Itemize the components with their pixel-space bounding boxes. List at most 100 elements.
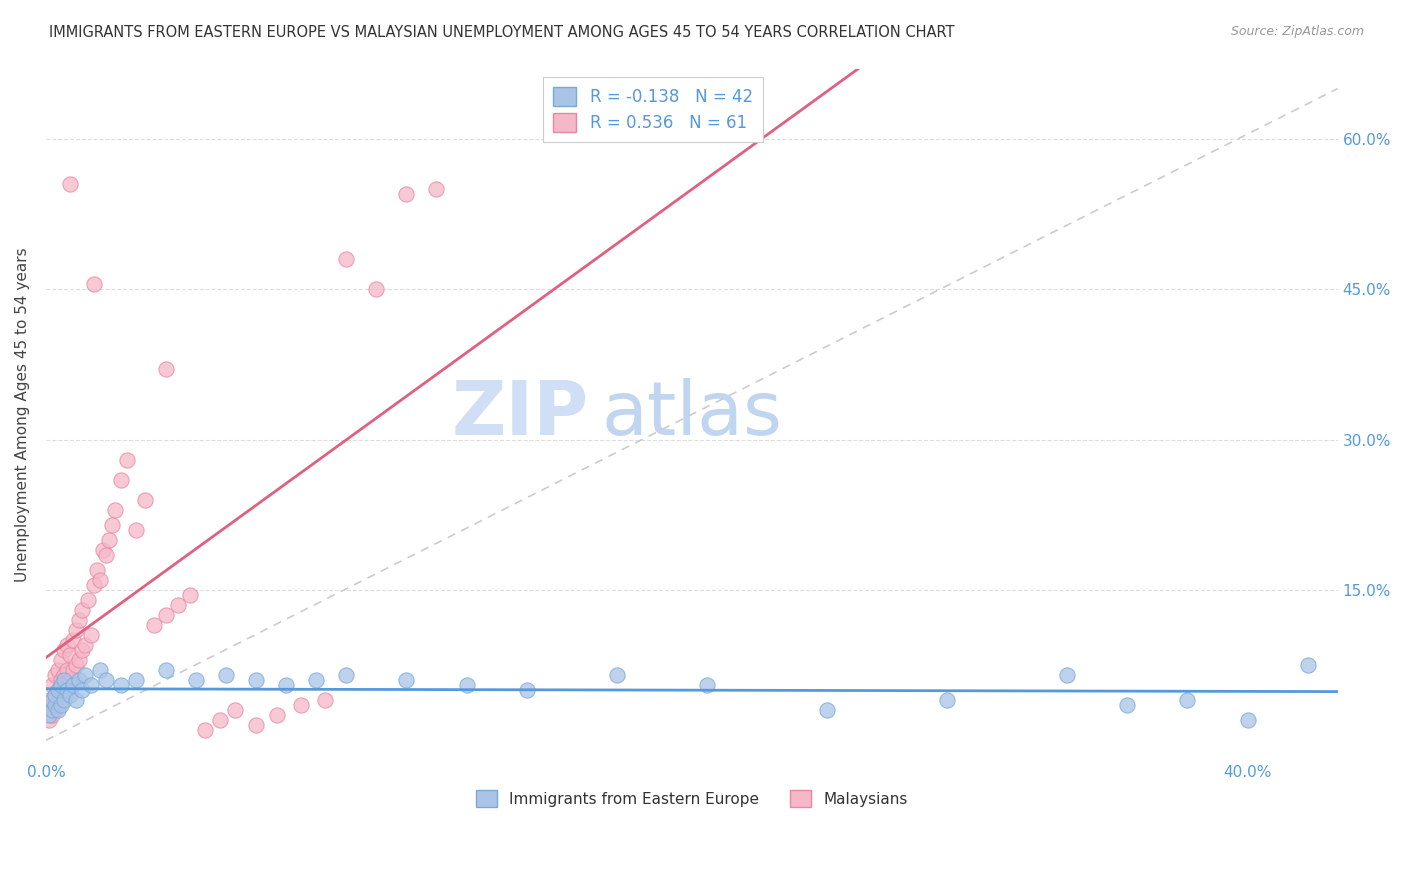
Point bbox=[73, 668, 96, 682]
Point bbox=[49, 678, 72, 692]
Point bbox=[70, 683, 93, 698]
Point bbox=[1116, 698, 1139, 713]
Point bbox=[77, 593, 100, 607]
Point bbox=[456, 678, 478, 692]
Point bbox=[41, 703, 63, 717]
Point bbox=[366, 282, 388, 296]
Point bbox=[110, 678, 132, 692]
Point bbox=[89, 663, 111, 677]
Point bbox=[59, 177, 82, 191]
Point bbox=[44, 698, 66, 713]
Point bbox=[41, 678, 63, 692]
Point bbox=[101, 517, 124, 532]
Point bbox=[143, 618, 166, 632]
Point bbox=[1177, 693, 1199, 707]
Point bbox=[46, 683, 69, 698]
Point bbox=[44, 668, 66, 682]
Point bbox=[1296, 658, 1319, 673]
Point bbox=[65, 658, 87, 673]
Point bbox=[606, 668, 628, 682]
Y-axis label: Unemployment Among Ages 45 to 54 years: Unemployment Among Ages 45 to 54 years bbox=[15, 247, 30, 582]
Point bbox=[94, 673, 117, 688]
Point bbox=[41, 708, 63, 723]
Point bbox=[62, 663, 84, 677]
Point bbox=[155, 663, 177, 677]
Point bbox=[134, 492, 156, 507]
Point bbox=[59, 673, 82, 688]
Point bbox=[155, 607, 177, 622]
Point bbox=[56, 663, 79, 677]
Text: Source: ZipAtlas.com: Source: ZipAtlas.com bbox=[1230, 25, 1364, 38]
Point bbox=[696, 678, 718, 692]
Point bbox=[115, 452, 138, 467]
Point bbox=[335, 252, 357, 266]
Point bbox=[83, 578, 105, 592]
Point bbox=[314, 693, 336, 707]
Point bbox=[89, 573, 111, 587]
Point bbox=[65, 693, 87, 707]
Point bbox=[67, 613, 90, 627]
Point bbox=[41, 693, 63, 707]
Point bbox=[395, 673, 418, 688]
Text: ZIP: ZIP bbox=[451, 378, 589, 451]
Point bbox=[44, 703, 66, 717]
Point bbox=[516, 683, 538, 698]
Point bbox=[56, 638, 79, 652]
Point bbox=[395, 186, 418, 201]
Point bbox=[179, 588, 201, 602]
Point bbox=[73, 638, 96, 652]
Point bbox=[224, 703, 246, 717]
Point bbox=[49, 653, 72, 667]
Point bbox=[38, 693, 60, 707]
Point bbox=[290, 698, 312, 713]
Point bbox=[70, 643, 93, 657]
Point bbox=[49, 693, 72, 707]
Point bbox=[46, 663, 69, 677]
Point bbox=[186, 673, 208, 688]
Point bbox=[936, 693, 959, 707]
Point bbox=[110, 473, 132, 487]
Point bbox=[86, 563, 108, 577]
Legend: Immigrants from Eastern Europe, Malaysians: Immigrants from Eastern Europe, Malaysia… bbox=[468, 782, 915, 815]
Point bbox=[59, 688, 82, 702]
Point bbox=[245, 673, 267, 688]
Text: atlas: atlas bbox=[602, 378, 782, 451]
Point bbox=[56, 683, 79, 698]
Point bbox=[49, 698, 72, 713]
Point bbox=[815, 703, 838, 717]
Point bbox=[62, 678, 84, 692]
Point bbox=[62, 633, 84, 648]
Point bbox=[44, 688, 66, 702]
Point bbox=[425, 182, 447, 196]
Point bbox=[80, 678, 103, 692]
Point bbox=[53, 673, 76, 688]
Point bbox=[38, 703, 60, 717]
Point bbox=[70, 603, 93, 617]
Point bbox=[53, 693, 76, 707]
Point bbox=[53, 688, 76, 702]
Point bbox=[53, 643, 76, 657]
Point bbox=[56, 683, 79, 698]
Point bbox=[335, 668, 357, 682]
Point bbox=[1056, 668, 1078, 682]
Point bbox=[276, 678, 298, 692]
Point bbox=[44, 688, 66, 702]
Point bbox=[46, 703, 69, 717]
Point bbox=[104, 502, 127, 516]
Point bbox=[46, 698, 69, 713]
Point bbox=[167, 598, 190, 612]
Point bbox=[67, 673, 90, 688]
Point bbox=[1236, 713, 1258, 727]
Point bbox=[98, 533, 121, 547]
Point bbox=[38, 713, 60, 727]
Point bbox=[209, 713, 232, 727]
Point bbox=[194, 723, 217, 738]
Point bbox=[41, 698, 63, 713]
Point bbox=[125, 673, 148, 688]
Point bbox=[65, 623, 87, 637]
Point bbox=[245, 718, 267, 732]
Point bbox=[83, 277, 105, 291]
Point bbox=[215, 668, 238, 682]
Point bbox=[59, 648, 82, 662]
Point bbox=[94, 548, 117, 562]
